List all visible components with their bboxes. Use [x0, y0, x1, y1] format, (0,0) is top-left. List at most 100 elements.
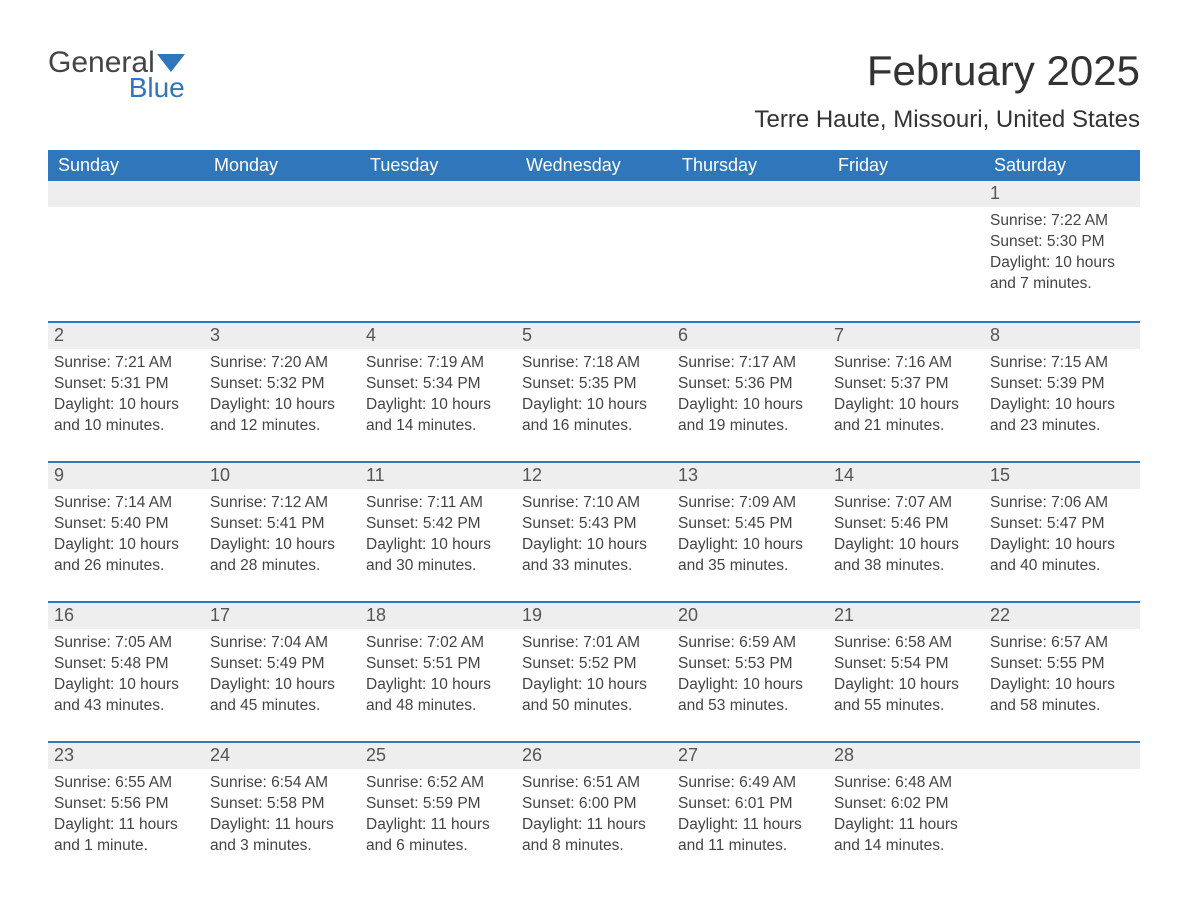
sunset-text: Sunset: 5:45 PM: [678, 514, 822, 535]
daylight-text: Daylight: 10 hours and 33 minutes.: [522, 535, 666, 577]
day-details: Sunrise: 6:52 AMSunset: 5:59 PMDaylight:…: [360, 769, 516, 867]
calendar-week-row: 1 Sunrise: 7:22 AMSunset: 5:30 PMDaylight…: [48, 181, 1140, 321]
calendar-day-cell: 4Sunrise: 7:19 AMSunset: 5:34 PMDaylight…: [360, 321, 516, 461]
day-details: Sunrise: 7:09 AMSunset: 5:45 PMDaylight:…: [672, 489, 828, 587]
sunrise-text: Sunrise: 7:09 AM: [678, 493, 822, 514]
calendar-day-cell: 19 Sunrise: 7:01 AMSunset: 5:52 PMDayligh…: [516, 601, 672, 741]
day-details: Sunrise: 7:04 AMSunset: 5:49 PMDaylight:…: [204, 629, 360, 727]
sunset-text: Sunset: 6:02 PM: [834, 794, 978, 815]
daylight-text: Daylight: 10 hours and 43 minutes.: [54, 675, 198, 717]
calendar-week-row: 2Sunrise: 7:21 AMSunset: 5:31 PMDaylight…: [48, 321, 1140, 461]
daylight-text: Daylight: 10 hours and 16 minutes.: [522, 395, 666, 437]
day-number: 4: [360, 321, 516, 349]
calendar-day-cell: 10Sunrise: 7:12 AMSunset: 5:41 PMDayligh…: [204, 461, 360, 601]
day-details: Sunrise: 6:54 AMSunset: 5:58 PMDaylight:…: [204, 769, 360, 867]
weekday-header: Monday: [204, 150, 360, 181]
sunrise-text: Sunrise: 7:02 AM: [366, 633, 510, 654]
sunset-text: Sunset: 5:39 PM: [990, 374, 1134, 395]
daylight-text: Daylight: 10 hours and 14 minutes.: [366, 395, 510, 437]
day-details: Sunrise: 7:19 AMSunset: 5:34 PMDaylight:…: [360, 349, 516, 447]
weekday-header: Saturday: [984, 150, 1140, 181]
calendar-day-cell: 8Sunrise: 7:15 AMSunset: 5:39 PMDaylight…: [984, 321, 1140, 461]
weekday-header: Friday: [828, 150, 984, 181]
sunset-text: Sunset: 5:54 PM: [834, 654, 978, 675]
daylight-text: Daylight: 11 hours and 3 minutes.: [210, 815, 354, 857]
daylight-text: Daylight: 10 hours and 7 minutes.: [990, 253, 1134, 295]
day-details: Sunrise: 7:11 AMSunset: 5:42 PMDaylight:…: [360, 489, 516, 587]
day-details: Sunrise: 6:51 AMSunset: 6:00 PMDaylight:…: [516, 769, 672, 867]
sunrise-text: Sunrise: 7:01 AM: [522, 633, 666, 654]
calendar-day-cell: 7Sunrise: 7:16 AMSunset: 5:37 PMDaylight…: [828, 321, 984, 461]
calendar-day-cell: [828, 181, 984, 321]
daylight-text: Daylight: 10 hours and 19 minutes.: [678, 395, 822, 437]
day-number: 17: [204, 601, 360, 629]
daylight-text: Daylight: 10 hours and 23 minutes.: [990, 395, 1134, 437]
sunset-text: Sunset: 6:00 PM: [522, 794, 666, 815]
sunset-text: Sunset: 5:46 PM: [834, 514, 978, 535]
day-details: Sunrise: 7:02 AMSunset: 5:51 PMDaylight:…: [360, 629, 516, 727]
sunrise-text: Sunrise: 6:57 AM: [990, 633, 1134, 654]
sunrise-text: Sunrise: 7:06 AM: [990, 493, 1134, 514]
brand-logo: General Blue: [48, 48, 185, 102]
daylight-text: Daylight: 10 hours and 21 minutes.: [834, 395, 978, 437]
calendar-day-cell: 18Sunrise: 7:02 AMSunset: 5:51 PMDayligh…: [360, 601, 516, 741]
day-number: 13: [672, 461, 828, 489]
day-number: 27: [672, 741, 828, 769]
daylight-text: Daylight: 11 hours and 11 minutes.: [678, 815, 822, 857]
sunset-text: Sunset: 5:37 PM: [834, 374, 978, 395]
sunrise-text: Sunrise: 7:22 AM: [990, 211, 1134, 232]
calendar-day-cell: 27Sunrise: 6:49 AMSunset: 6:01 PMDayligh…: [672, 741, 828, 881]
daylight-text: Daylight: 10 hours and 50 minutes.: [522, 675, 666, 717]
sunrise-text: Sunrise: 6:58 AM: [834, 633, 978, 654]
day-number: 1: [984, 181, 1140, 207]
daylight-text: Daylight: 10 hours and 35 minutes.: [678, 535, 822, 577]
sunrise-text: Sunrise: 6:59 AM: [678, 633, 822, 654]
day-details: Sunrise: 7:20 AMSunset: 5:32 PMDaylight:…: [204, 349, 360, 447]
calendar-day-cell: 28Sunrise: 6:48 AMSunset: 6:02 PMDayligh…: [828, 741, 984, 881]
daylight-text: Daylight: 10 hours and 48 minutes.: [366, 675, 510, 717]
day-number: [360, 181, 516, 207]
sunset-text: Sunset: 5:36 PM: [678, 374, 822, 395]
day-details: Sunrise: 7:18 AMSunset: 5:35 PMDaylight:…: [516, 349, 672, 447]
day-number: 25: [360, 741, 516, 769]
calendar-day-cell: 9Sunrise: 7:14 AMSunset: 5:40 PMDaylight…: [48, 461, 204, 601]
daylight-text: Daylight: 10 hours and 55 minutes.: [834, 675, 978, 717]
sunrise-text: Sunrise: 7:12 AM: [210, 493, 354, 514]
day-number: 2: [48, 321, 204, 349]
sunset-text: Sunset: 5:35 PM: [522, 374, 666, 395]
day-number: 7: [828, 321, 984, 349]
day-number: 19: [516, 601, 672, 629]
day-details: Sunrise: 7:17 AMSunset: 5:36 PMDaylight:…: [672, 349, 828, 447]
calendar-week-row: 16Sunrise: 7:05 AMSunset: 5:48 PMDayligh…: [48, 601, 1140, 741]
day-number: 22: [984, 601, 1140, 629]
sunrise-text: Sunrise: 7:10 AM: [522, 493, 666, 514]
sunset-text: Sunset: 5:58 PM: [210, 794, 354, 815]
sunset-text: Sunset: 5:43 PM: [522, 514, 666, 535]
day-number: [828, 181, 984, 207]
sunset-text: Sunset: 5:31 PM: [54, 374, 198, 395]
brand-text: General Blue: [48, 48, 185, 102]
sunset-text: Sunset: 5:52 PM: [522, 654, 666, 675]
day-number: [984, 741, 1140, 769]
calendar-day-cell: 13Sunrise: 7:09 AMSunset: 5:45 PMDayligh…: [672, 461, 828, 601]
daylight-text: Daylight: 10 hours and 26 minutes.: [54, 535, 198, 577]
day-number: 12: [516, 461, 672, 489]
sunset-text: Sunset: 5:30 PM: [990, 232, 1134, 253]
weekday-header: Sunday: [48, 150, 204, 181]
day-details: Sunrise: 6:49 AMSunset: 6:01 PMDaylight:…: [672, 769, 828, 867]
sunrise-text: Sunrise: 7:05 AM: [54, 633, 198, 654]
daylight-text: Daylight: 10 hours and 28 minutes.: [210, 535, 354, 577]
sunset-text: Sunset: 5:32 PM: [210, 374, 354, 395]
day-number: 20: [672, 601, 828, 629]
calendar-week-row: 23Sunrise: 6:55 AMSunset: 5:56 PMDayligh…: [48, 741, 1140, 881]
day-number: 5: [516, 321, 672, 349]
day-details: Sunrise: 7:15 AMSunset: 5:39 PMDaylight:…: [984, 349, 1140, 447]
day-number: 10: [204, 461, 360, 489]
day-number: [672, 181, 828, 207]
day-number: 21: [828, 601, 984, 629]
daylight-text: Daylight: 11 hours and 1 minute.: [54, 815, 198, 857]
day-details: Sunrise: 7:06 AMSunset: 5:47 PMDaylight:…: [984, 489, 1140, 587]
sunrise-text: Sunrise: 6:54 AM: [210, 773, 354, 794]
calendar-day-cell: 12 Sunrise: 7:10 AMSunset: 5:43 PMDayligh…: [516, 461, 672, 601]
month-title: February 2025: [755, 48, 1141, 94]
